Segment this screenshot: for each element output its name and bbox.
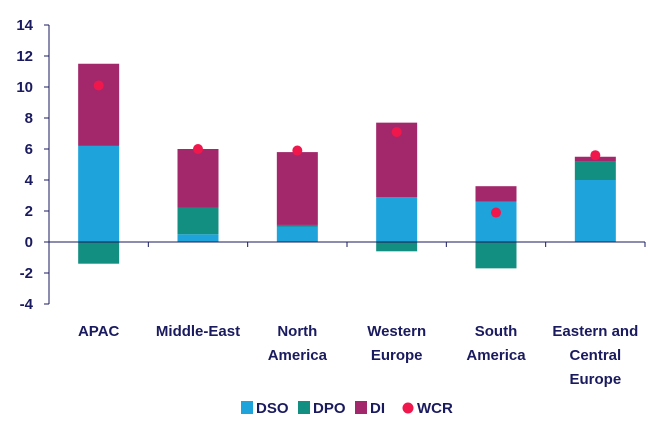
category-label: Eastern and Central Europe — [552, 323, 638, 388]
bar-dpo — [177, 207, 219, 235]
bars — [78, 63, 616, 269]
marker-wcr — [292, 145, 303, 156]
y-tick-label: 6 — [25, 141, 33, 158]
x-axis — [48, 241, 646, 247]
y-tick-label: 2 — [25, 203, 33, 220]
marker-wcr — [590, 150, 601, 161]
category-label: APAC — [78, 323, 120, 340]
bar-di — [177, 149, 219, 208]
y-tick-label: 10 — [16, 79, 33, 96]
legend: DSO DPO DI WCR — [241, 400, 453, 417]
bar-dso — [376, 197, 418, 242]
bar-dso — [574, 180, 616, 242]
legend-swatch — [298, 401, 310, 414]
legend-label: DI — [370, 400, 385, 417]
bar-dso — [78, 145, 120, 242]
bar-dpo — [574, 161, 616, 180]
legend-label: WCR — [417, 400, 453, 417]
legend-swatch — [402, 402, 414, 414]
category-label: Western Europe — [367, 323, 426, 364]
y-tick-label: 14 — [16, 17, 33, 34]
bar-di — [475, 186, 517, 202]
legend-swatch — [241, 401, 253, 414]
bar-dpo — [276, 224, 318, 227]
category-labels: APAC Middle-East North America Western Europe… — [78, 323, 638, 388]
bar-dpo — [376, 242, 418, 252]
marker-wcr — [491, 207, 501, 218]
y-tick-label: -4 — [20, 296, 34, 313]
bar-di — [276, 152, 318, 225]
bar-di — [78, 63, 120, 146]
legend-label: DSO — [256, 400, 289, 417]
legend-swatch — [355, 401, 367, 414]
y-axis: -4 -2 0 2 4 6 8 10 12 14 — [16, 17, 50, 313]
bar-dso — [276, 226, 318, 242]
y-tick-label: 8 — [25, 110, 33, 127]
y-tick-label: 12 — [16, 48, 33, 65]
legend-label: DPO — [313, 400, 346, 417]
wcr-markers — [93, 80, 601, 218]
y-tick-label: 0 — [25, 234, 33, 251]
category-label: South America — [466, 323, 526, 364]
y-tick-label: -2 — [20, 265, 33, 282]
marker-wcr — [93, 80, 104, 91]
bar-dpo — [78, 242, 120, 264]
category-label: Middle-East — [156, 323, 240, 340]
bar-dso — [177, 234, 219, 242]
bar-dpo — [475, 242, 517, 269]
marker-wcr — [391, 126, 402, 137]
y-tick-label: 4 — [25, 172, 34, 189]
category-label: North America — [268, 323, 328, 364]
marker-wcr — [193, 144, 203, 154]
